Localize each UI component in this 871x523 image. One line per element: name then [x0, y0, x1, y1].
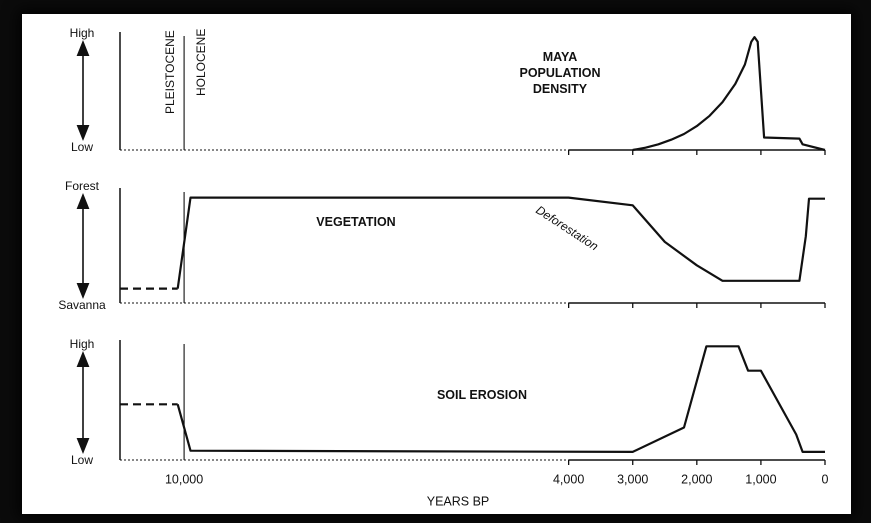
soil-series-label: SOIL EROSION: [437, 388, 527, 402]
figure-paper: High Low MAYA POPULATION DENSITY Forest Savann…: [22, 14, 851, 514]
population-y-bottom-label: Low: [71, 140, 93, 154]
x-tick-label-0: 10,000: [165, 472, 203, 486]
vegetation-y-bottom-label: Savanna: [58, 298, 106, 312]
x-tick-label-3: 2,000: [681, 472, 712, 486]
vegetation-series-line-1: [176, 196, 825, 289]
period-label-holocene: HOLOCENE: [194, 29, 208, 96]
population-series-label-line-2: DENSITY: [533, 82, 588, 96]
population-series-line-0: [632, 36, 826, 152]
vegetation-y-top-label: Forest: [65, 179, 100, 193]
x-tick-label-2: 3,000: [617, 472, 648, 486]
soil-series-line-1: [176, 345, 825, 453]
x-tick-label-1: 4,000: [553, 472, 584, 486]
vegetation-annotation: Deforestation: [533, 203, 601, 254]
chart-svg: High Low MAYA POPULATION DENSITY Forest Savann…: [58, 26, 829, 508]
period-label-pleistocene: PLEISTOCENE: [163, 30, 177, 114]
x-tick-label-4: 1,000: [745, 472, 776, 486]
population-series-label-line-1: POPULATION: [519, 66, 600, 80]
x-axis-title: YEARS BP: [427, 494, 490, 508]
soil-y-top-label: High: [70, 337, 95, 351]
vegetation-series-label: VEGETATION: [316, 215, 395, 229]
population-y-top-label: High: [70, 26, 95, 40]
x-tick-label-5: 0: [822, 472, 829, 486]
soil-y-bottom-label: Low: [71, 453, 93, 467]
population-series-label-line-0: MAYA: [543, 50, 578, 64]
